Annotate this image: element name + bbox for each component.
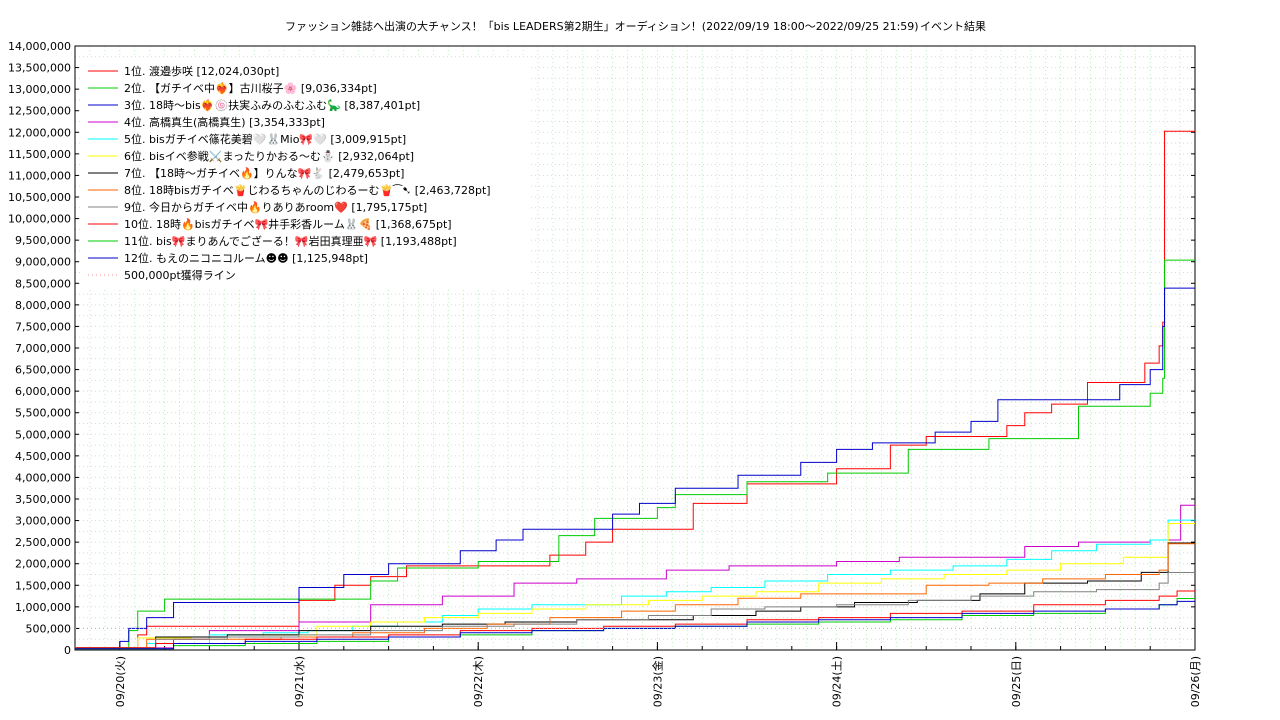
series-line-9 (75, 572, 1195, 649)
y-tick-label: 7,000,000 (15, 342, 71, 355)
axes: 0 500,000 1,000,000 1,500,000 2,000,000 2,500… (8, 40, 1202, 707)
x-tick-label: 09/26(月) (1189, 656, 1202, 707)
y-tick-label: 13,500,000 (8, 62, 71, 75)
y-tick-label: 13,000,000 (8, 83, 71, 96)
series-line-4 (75, 504, 1195, 649)
y-tick-label: 9,000,000 (15, 256, 71, 269)
y-tick-label: 12,000,000 (8, 126, 71, 139)
y-tick-label: 2,500,000 (15, 536, 71, 549)
legend-entry: 8位. 18時bisガチイベ🍟じわるちゃんのじわるーむ🍟⁀➷ [2,463,72… (124, 183, 491, 197)
legend-entry: 11位. bis🎀まりあんでござーる！🎀岩田真理亜🎀 [1,193,488pt] (124, 234, 457, 248)
y-tick-label: 10,000,000 (8, 213, 71, 226)
legend-background (80, 58, 530, 288)
legend-entry: 6位. bisイベ参戦⚔️まったりかおる〜む⛄ [2,932,064pt] (124, 149, 414, 163)
y-tick-label: 4,500,000 (15, 450, 71, 463)
x-tick-label: 09/23(金) (650, 656, 664, 707)
y-tick-label: 4,000,000 (15, 471, 71, 484)
y-tick-label: 7,500,000 (15, 320, 71, 333)
series-line-3 (75, 287, 1195, 649)
y-tick-label: 6,500,000 (15, 364, 71, 377)
series-line-11 (75, 598, 1195, 650)
chart-subtitle: イベント結果 (920, 19, 986, 33)
y-tick-label: 9,500,000 (15, 234, 71, 247)
series-line-7 (75, 542, 1195, 649)
y-tick-label: 14,000,000 (8, 40, 71, 53)
y-tick-label: 11,500,000 (8, 148, 71, 161)
y-tick-label: 2,000,000 (15, 558, 71, 571)
plot-area (75, 130, 1195, 650)
y-tick-label: 6,000,000 (15, 385, 71, 398)
series-line-5 (75, 519, 1195, 649)
legend-entry: 2位. 【ガチイベ中❤️‍🔥】古川桜子🌸 [9,036,334pt] (124, 81, 377, 95)
y-tick-label: 12,500,000 (8, 105, 71, 118)
legend-entry: 9位. 今日からガチイベ中🔥りありあroom❤️ [1,795,175pt] (124, 200, 427, 214)
y-tick-label: 10,500,000 (8, 191, 71, 204)
legend-entry: 5位. bisガチイベ篠花美碧🤍🐰Mio🎀🤍 [3,009,915pt] (124, 132, 406, 146)
series-line-12 (75, 600, 1195, 650)
y-tick-label: 500,000 (26, 622, 72, 635)
y-tick-label: 3,500,000 (15, 493, 71, 506)
legend-entry: 4位. 高橋真生(高橋真生) [3,354,333pt] (124, 115, 325, 129)
legend-entry: 12位. もえのニコニコルーム☻☻ [1,125,948pt] (124, 251, 368, 265)
legend: 1位. 渡邉歩咲 [12,024,030pt] 2位. 【ガチイベ中❤️‍🔥】古川… (80, 58, 530, 288)
series-line-10 (75, 590, 1195, 649)
x-tick-label: 09/24(土) (831, 656, 844, 707)
y-tick-label: 8,500,000 (15, 277, 71, 290)
y-tick-label: 1,000,000 (15, 601, 71, 614)
x-tick-label: 09/20(火) (114, 656, 127, 707)
y-tick-label: 1,500,000 (15, 579, 71, 592)
y-tick-label: 3,000,000 (15, 515, 71, 528)
y-tick-label: 8,000,000 (15, 299, 71, 312)
x-tick-label: 09/22(木) (472, 656, 485, 707)
series-line-1 (75, 130, 1195, 649)
x-tick-label: 09/25(日) (1010, 656, 1023, 707)
chart-title: ファッション雑誌へ出演の大チャンス！「bis LEADERS第2期生」オーディシ… (285, 19, 919, 33)
series-line-2 (75, 259, 1195, 649)
y-tick-label: 11,000,000 (8, 169, 71, 182)
y-tick-label: 5,000,000 (15, 428, 71, 441)
legend-entry: 3位. 18時〜bis❤️‍🔥🍥扶実ふみのふむふむ🦕 [8,387,401pt] (124, 98, 420, 112)
legend-entry: 500,000pt獲得ライン (124, 269, 236, 282)
x-tick-label: 09/21(水) (293, 656, 306, 707)
y-tick-label: 5,500,000 (15, 407, 71, 420)
legend-entry: 1位. 渡邉歩咲 [12,024,030pt] (124, 64, 279, 78)
legend-entry: 7位. 【18時〜ガチイベ🔥】りんな🎀🐇 [2,479,653pt] (124, 166, 404, 180)
y-tick-label: 0 (64, 644, 71, 657)
legend-entry: 10位. 18時🔥bisガチイベ🎀井手彩香ルーム🐰🍕 [1,368,675pt] (124, 217, 452, 231)
